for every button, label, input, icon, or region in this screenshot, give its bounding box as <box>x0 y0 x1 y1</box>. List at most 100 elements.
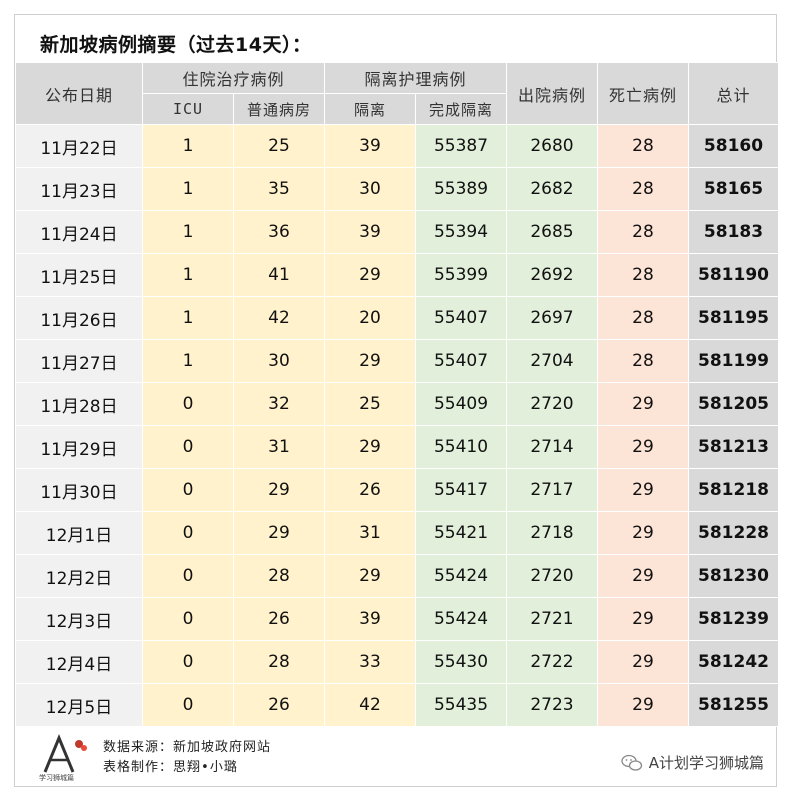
cell-icu: 0 <box>142 382 234 426</box>
header-ward: 普通病房 <box>233 93 325 125</box>
cell-iso: 20 <box>324 296 416 340</box>
cell-iso: 26 <box>324 468 416 512</box>
cell-dis: 2720 <box>506 382 598 426</box>
cell-total: 581218 <box>688 468 779 512</box>
cell-dis: 2704 <box>506 339 598 383</box>
cell-total: 581255 <box>688 683 779 727</box>
cell-dis: 2721 <box>506 597 598 641</box>
cell-dis: 2697 <box>506 296 598 340</box>
brand-text: A计划学习狮城篇 <box>648 754 764 772</box>
cell-done: 55430 <box>415 640 507 684</box>
cell-date: 12月2日 <box>15 554 143 598</box>
cell-ward: 26 <box>233 597 325 641</box>
cell-done: 55389 <box>415 167 507 211</box>
cell-date: 12月5日 <box>15 683 143 727</box>
header-hospital: 住院治疗病例 <box>142 62 325 94</box>
cell-death: 28 <box>597 210 689 254</box>
cell-total: 581213 <box>688 425 779 469</box>
header-death: 死亡病例 <box>597 62 689 125</box>
cell-total: 581190 <box>688 253 779 297</box>
cell-ward: 29 <box>233 468 325 512</box>
cell-dis: 2718 <box>506 511 598 555</box>
logo-icon: 学习狮城篇 <box>39 734 87 782</box>
table-row: 11月26日 1 42 20 55407 2697 28 581195 <box>15 296 779 340</box>
cell-done: 55435 <box>415 683 507 727</box>
cell-death: 29 <box>597 468 689 512</box>
cell-done: 55409 <box>415 382 507 426</box>
cell-date: 11月29日 <box>15 425 143 469</box>
cell-dis: 2680 <box>506 124 598 168</box>
cell-death: 28 <box>597 124 689 168</box>
header-iso: 隔离 <box>324 93 416 125</box>
cell-total: 581228 <box>688 511 779 555</box>
cell-iso: 39 <box>324 124 416 168</box>
cell-date: 11月25日 <box>15 253 143 297</box>
table-row: 12月4日 0 28 33 55430 2722 29 581242 <box>15 640 779 684</box>
cell-ward: 42 <box>233 296 325 340</box>
cell-death: 29 <box>597 554 689 598</box>
cell-iso: 25 <box>324 382 416 426</box>
cell-ward: 30 <box>233 339 325 383</box>
cell-date: 11月23日 <box>15 167 143 211</box>
cell-date: 11月22日 <box>15 124 143 168</box>
cell-done: 55387 <box>415 124 507 168</box>
cell-ward: 36 <box>233 210 325 254</box>
table-row: 12月2日 0 28 29 55424 2720 29 581230 <box>15 554 779 598</box>
cell-dis: 2714 <box>506 425 598 469</box>
cell-done: 55399 <box>415 253 507 297</box>
cell-iso: 30 <box>324 167 416 211</box>
cell-death: 28 <box>597 339 689 383</box>
footer-credits: 数据来源：新加坡政府网站 表格制作：思翔•小璐 <box>103 738 271 778</box>
cell-death: 29 <box>597 511 689 555</box>
table-row: 11月22日 1 25 39 55387 2680 28 58160 <box>15 124 779 168</box>
cell-iso: 29 <box>324 554 416 598</box>
cell-iso: 33 <box>324 640 416 684</box>
table-row: 11月30日 0 29 26 55417 2717 29 581218 <box>15 468 779 512</box>
cell-icu: 1 <box>142 296 234 340</box>
cell-done: 55424 <box>415 597 507 641</box>
cell-dis: 2722 <box>506 640 598 684</box>
header-discharged: 出院病例 <box>506 62 598 125</box>
cell-iso: 39 <box>324 597 416 641</box>
page-title: 新加坡病例摘要（过去14天）： <box>40 34 312 56</box>
cell-iso: 39 <box>324 210 416 254</box>
logo-text: 学习狮城篇 <box>39 773 74 782</box>
cell-iso: 42 <box>324 683 416 727</box>
table-body: 11月22日 1 25 39 55387 2680 28 58160 11月23日 1 35 30 55… <box>15 124 779 727</box>
header-total: 总计 <box>688 62 779 125</box>
header-done: 完成隔离 <box>415 93 507 125</box>
cell-death: 29 <box>597 640 689 684</box>
cell-iso: 29 <box>324 339 416 383</box>
cell-date: 11月24日 <box>15 210 143 254</box>
cell-icu: 1 <box>142 167 234 211</box>
cell-icu: 1 <box>142 253 234 297</box>
cell-done: 55394 <box>415 210 507 254</box>
cell-date: 12月3日 <box>15 597 143 641</box>
cell-total: 581195 <box>688 296 779 340</box>
table-row: 12月3日 0 26 39 55424 2721 29 581239 <box>15 597 779 641</box>
brand-watermark: A计划学习狮城篇 <box>621 752 764 773</box>
table-row: 12月5日 0 26 42 55435 2723 29 581255 <box>15 683 779 727</box>
cell-done: 55421 <box>415 511 507 555</box>
cell-total: 581242 <box>688 640 779 684</box>
header-icu: ICU <box>142 93 234 125</box>
table-row: 11月25日 1 41 29 55399 2692 28 581190 <box>15 253 779 297</box>
header-date: 公布日期 <box>15 62 143 125</box>
table-row: 11月27日 1 30 29 55407 2704 28 581199 <box>15 339 779 383</box>
cell-dis: 2723 <box>506 683 598 727</box>
cell-iso: 29 <box>324 425 416 469</box>
cell-ward: 35 <box>233 167 325 211</box>
cell-icu: 0 <box>142 640 234 684</box>
cell-total: 581239 <box>688 597 779 641</box>
cell-ward: 31 <box>233 425 325 469</box>
cell-done: 55417 <box>415 468 507 512</box>
cell-done: 55407 <box>415 296 507 340</box>
cell-dis: 2682 <box>506 167 598 211</box>
cell-total: 58165 <box>688 167 779 211</box>
cell-icu: 1 <box>142 339 234 383</box>
cell-iso: 29 <box>324 253 416 297</box>
cell-death: 28 <box>597 167 689 211</box>
cell-dis: 2685 <box>506 210 598 254</box>
cell-death: 28 <box>597 296 689 340</box>
cell-ward: 28 <box>233 554 325 598</box>
